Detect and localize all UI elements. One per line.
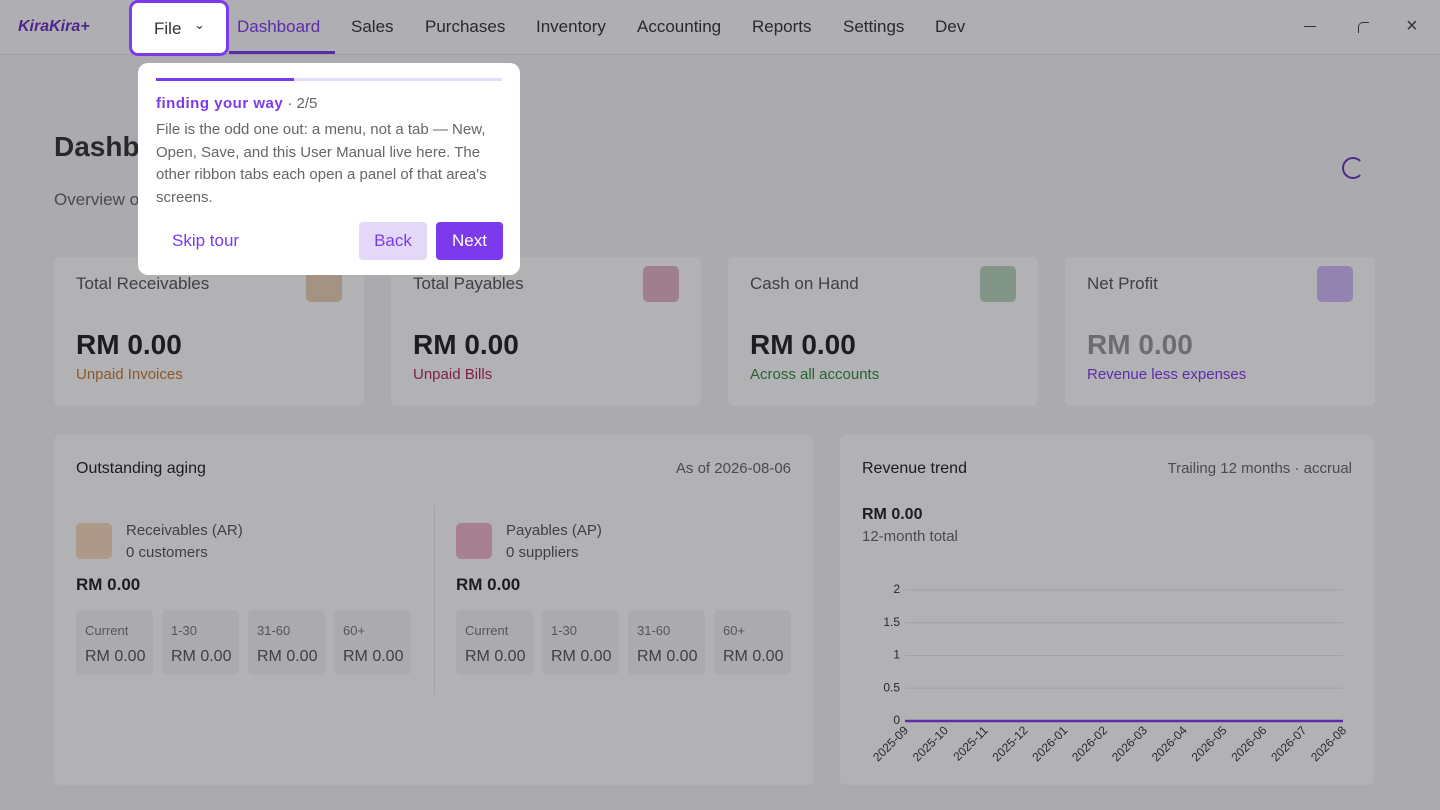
active-underline — [229, 51, 335, 54]
aging-date: As of 2026-08-06 — [675, 460, 791, 477]
y-tick-label: 0 — [893, 713, 900, 727]
y-tick-label: 1.5 — [883, 615, 900, 629]
progress-bar — [156, 78, 295, 81]
card-sub: Revenue less expenses — [1087, 366, 1247, 383]
file-menu[interactable]: File ⌄ — [129, 0, 229, 56]
skip-button[interactable]: Skip tour — [172, 231, 240, 250]
bucket-value: RM 0.00 — [171, 648, 232, 665]
aging-count: 0 suppliers — [506, 544, 579, 561]
chevron: ⌄ — [194, 17, 205, 32]
card-icon — [1317, 266, 1353, 302]
next-button[interactable]: Next — [436, 222, 503, 260]
brand: KiraKira+ — [18, 18, 90, 35]
aging-side-title: Receivables (AR) — [126, 522, 243, 539]
tab[interactable]: Inventory — [536, 17, 606, 36]
tab[interactable]: Dev — [935, 17, 966, 36]
card-label: Cash on Hand — [750, 274, 859, 293]
tab[interactable]: Settings — [843, 17, 905, 36]
tab[interactable]: Dashboard — [237, 17, 321, 36]
revenue-total-label: 12-month total — [862, 528, 958, 545]
tab[interactable]: Sales — [351, 17, 394, 36]
kpi-card: Cash on Hand RM 0.00 Across all accounts — [728, 257, 1038, 406]
aging-bucket: 1-30 RM 0.00 — [542, 610, 619, 675]
card-label: Total Receivables — [76, 274, 210, 293]
bucket-value: RM 0.00 — [343, 648, 404, 665]
revenue-total: RM 0.00 — [862, 506, 923, 523]
progress-track — [156, 78, 502, 81]
tour-step: 2/5 — [296, 95, 318, 112]
aging-bucket: 31-60 RM 0.00 — [248, 610, 325, 675]
bucket-label: Current — [465, 623, 509, 638]
bucket-label: Current — [85, 623, 129, 638]
kpi-card: Total Receivables RM 0.00 Unpaid Invoices — [54, 257, 364, 406]
card-sub: Across all accounts — [750, 366, 880, 383]
tab[interactable]: Reports — [752, 17, 812, 36]
aging-total: RM 0.00 — [456, 575, 521, 594]
file-label: File — [154, 19, 182, 38]
aging-title: Outstanding aging — [76, 460, 206, 477]
y-tick-label: 0.5 — [883, 680, 900, 694]
aging-bucket: Current RM 0.00 — [456, 610, 533, 675]
kpi-card: Net Profit RM 0.00 Revenue less expenses — [1065, 257, 1375, 406]
card-value: RM 0.00 — [413, 329, 519, 360]
aging-bucket: 60+ RM 0.00 — [334, 610, 411, 675]
tab[interactable]: Accounting — [637, 17, 722, 36]
card-icon — [980, 266, 1016, 302]
bucket-label: 31-60 — [637, 623, 671, 638]
bucket-value: RM 0.00 — [637, 648, 698, 665]
y-tick-label: 2 — [893, 582, 900, 596]
aging-bucket: 31-60 RM 0.00 — [628, 610, 705, 675]
bucket-label: 60+ — [343, 623, 366, 638]
card-value: RM 0.00 — [76, 329, 182, 360]
bucket-value: RM 0.00 — [465, 648, 526, 665]
aging-icon — [456, 523, 492, 559]
aging-icon — [76, 523, 112, 559]
kpi-card: Total Payables RM 0.00 Unpaid Bills — [391, 257, 701, 406]
aging-bucket: Current RM 0.00 — [76, 610, 153, 675]
divider — [434, 505, 435, 695]
bucket-label: 31-60 — [257, 623, 291, 638]
aging-side-title: Payables (AP) — [506, 522, 602, 539]
bucket-label: 1-30 — [551, 623, 578, 638]
aging-bucket: 1-30 RM 0.00 — [162, 610, 239, 675]
minimize[interactable] — [1304, 26, 1316, 27]
tour-popup: finding your way · 2/5 File is the odd o… — [138, 63, 520, 275]
tab[interactable]: Purchases — [425, 17, 506, 36]
revenue-title: Revenue trend — [862, 460, 967, 477]
refresh[interactable] — [1342, 157, 1364, 179]
separator: · — [287, 95, 293, 112]
back-button[interactable]: Back — [359, 222, 427, 260]
bucket-value: RM 0.00 — [551, 648, 612, 665]
y-tick-label: 1 — [893, 648, 900, 662]
close[interactable]: × — [1406, 15, 1418, 37]
maximize[interactable] — [1358, 22, 1369, 33]
tour-title: finding your way — [156, 95, 284, 112]
card-sub: Unpaid Bills — [413, 366, 493, 383]
bucket-value: RM 0.00 — [723, 648, 784, 665]
card-value: RM 0.00 — [1087, 329, 1193, 360]
card-value: RM 0.00 — [750, 329, 856, 360]
revenue-subtitle: Trailing 12 months · accrual — [1167, 460, 1352, 477]
bucket-value: RM 0.00 — [257, 648, 318, 665]
tour-body: File is the odd one out: a menu, not a t… — [156, 121, 487, 206]
bucket-value: RM 0.00 — [85, 648, 146, 665]
aging-count: 0 customers — [126, 544, 208, 561]
bucket-label: 1-30 — [171, 623, 198, 638]
card-label: Total Payables — [413, 274, 524, 293]
aging-bucket: 60+ RM 0.00 — [714, 610, 791, 675]
bucket-label: 60+ — [723, 623, 746, 638]
revenue-panel: Revenue trend Trailing 12 months · accru… — [840, 435, 1374, 785]
card-icon — [643, 266, 679, 302]
ribbon: KiraKira+ × Dashboard Sales Purchases Inven… — [0, 0, 1440, 55]
aging-total: RM 0.00 — [76, 575, 141, 594]
aging-panel: Outstanding aging As of 2026-08-06 Recei… — [54, 435, 813, 785]
card-sub: Unpaid Invoices — [76, 366, 183, 383]
card-label: Net Profit — [1087, 274, 1158, 293]
